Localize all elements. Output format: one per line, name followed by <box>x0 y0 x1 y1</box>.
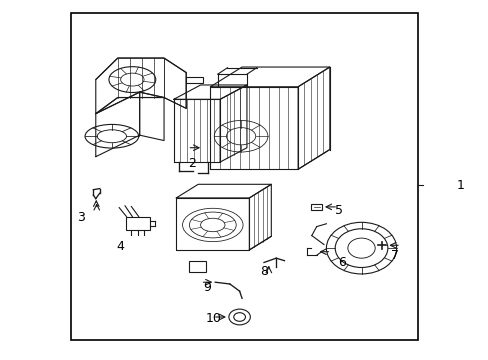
Bar <box>126 217 150 230</box>
Bar <box>185 77 203 83</box>
Text: 10: 10 <box>205 311 221 325</box>
Text: 8: 8 <box>260 265 267 278</box>
Text: 5: 5 <box>334 204 342 217</box>
Bar <box>311 204 322 210</box>
Text: 3: 3 <box>77 211 85 224</box>
Text: 2: 2 <box>188 157 196 170</box>
Text: 1: 1 <box>456 179 464 192</box>
Bar <box>71 13 417 339</box>
Text: 4: 4 <box>116 240 124 253</box>
Text: 9: 9 <box>203 281 210 294</box>
Text: 6: 6 <box>337 256 345 269</box>
Text: 7: 7 <box>390 249 398 262</box>
